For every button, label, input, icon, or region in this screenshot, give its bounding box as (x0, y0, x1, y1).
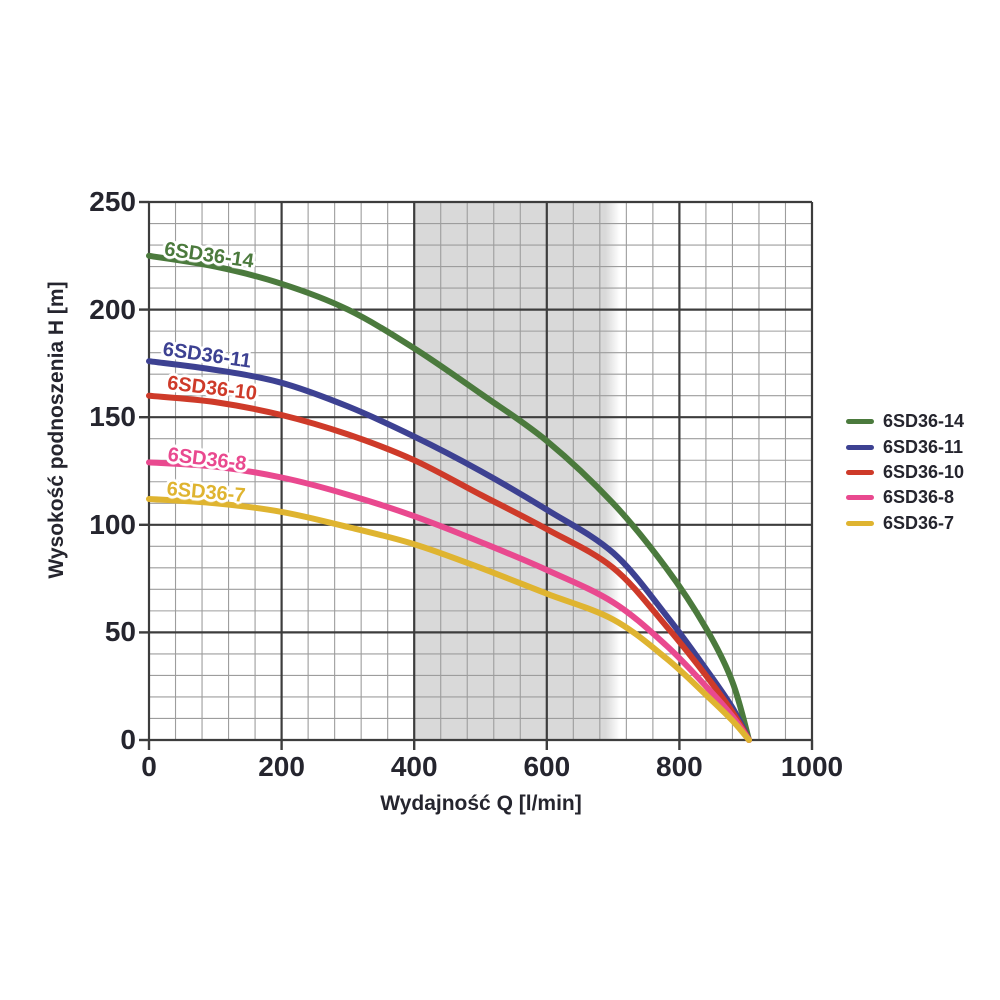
legend-label-6SD36-10: 6SD36-10 (883, 461, 965, 482)
legend-row-6SD36-8: 6SD36-8 (846, 485, 964, 510)
curve-6SD36-8 (146, 459, 752, 743)
x-tick-label-0: 0 (141, 751, 157, 782)
legend-swatch-6SD36-7 (846, 520, 874, 526)
legend-label-6SD36-11: 6SD36-11 (883, 436, 964, 457)
x-tick-label-400: 400 (390, 751, 438, 782)
x-tick-label-600: 600 (523, 751, 571, 782)
legend-label-6SD36-7: 6SD36-7 (883, 512, 955, 533)
minor-grid (149, 202, 812, 740)
y-tick-label-50: 50 (104, 616, 136, 648)
y-tick-label-150: 150 (89, 401, 136, 433)
major-grid (147, 200, 814, 742)
x-tick-label-200: 200 (258, 751, 305, 782)
legend-row-6SD36-14: 6SD36-14 (846, 409, 964, 434)
y-tick-label-100: 100 (89, 508, 136, 540)
legend-row-6SD36-11: 6SD36-11 (846, 434, 964, 459)
y-tick-label-250: 250 (89, 186, 136, 217)
x-axis-title: Wydajność Q [l/min] (380, 792, 582, 815)
legend-swatch-6SD36-10 (846, 469, 874, 475)
y-tick-label-200: 200 (89, 293, 136, 325)
y-tick-label-0: 0 (120, 724, 136, 755)
x-tick-label-800: 800 (656, 751, 703, 782)
legend-row-6SD36-7: 6SD36-7 (846, 511, 964, 536)
legend-swatch-6SD36-11 (846, 444, 874, 450)
legend-row-6SD36-10: 6SD36-10 (846, 460, 964, 485)
legend-label-6SD36-8: 6SD36-8 (883, 487, 955, 508)
duty-range-band (414, 202, 620, 740)
legend: 6SD36-14 6SD36-11 6SD36-10 6SD36-8 6SD36-7 (846, 409, 964, 536)
axis-ticks (139, 200, 814, 750)
curve-6SD36-10 (146, 392, 752, 743)
curve-6SD36-11 (146, 358, 752, 743)
legend-swatch-6SD36-14 (846, 419, 874, 425)
curve-6SD36-14 (146, 252, 752, 743)
curve-6SD36-7 (146, 496, 752, 743)
x-tick-label-1000: 1000 (780, 751, 844, 782)
legend-swatch-6SD36-8 (846, 495, 874, 501)
legend-label-6SD36-14: 6SD36-14 (883, 411, 965, 432)
y-axis-title: Wysokość podnoszenia H [m] (45, 281, 68, 579)
